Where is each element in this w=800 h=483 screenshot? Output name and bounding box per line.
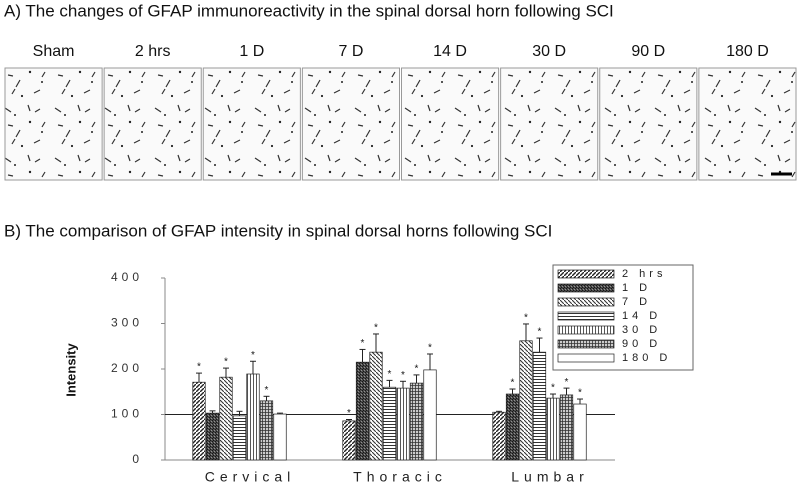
- micrograph: [599, 67, 698, 181]
- bar: [273, 413, 287, 461]
- legend-swatch: [557, 339, 615, 349]
- bar: [573, 403, 587, 461]
- bar: [246, 373, 260, 461]
- legend-label: 1 D: [622, 282, 651, 294]
- bar: [232, 415, 247, 461]
- image-label: 2 hrs: [135, 43, 171, 60]
- legend-label: 7 D: [622, 296, 651, 308]
- image-label: 180 D: [726, 43, 769, 60]
- significance-marker: *: [251, 350, 255, 361]
- bar: [396, 387, 410, 461]
- bar: [532, 351, 547, 461]
- image-label: 14 D: [433, 43, 467, 60]
- micrograph: [202, 67, 301, 181]
- micrograph-row: [4, 67, 797, 181]
- bar: [259, 400, 274, 461]
- significance-marker: *: [524, 313, 528, 324]
- legend-label: 14 D: [622, 310, 661, 322]
- bar: [342, 420, 356, 461]
- legend-swatch: [557, 311, 615, 321]
- bar: [205, 412, 220, 461]
- bar: [519, 340, 533, 461]
- significance-marker: *: [415, 364, 419, 375]
- bar: [559, 394, 574, 461]
- y-tick-label: 200: [111, 361, 143, 375]
- y-tick-label: 100: [111, 407, 143, 421]
- significance-marker: *: [578, 388, 582, 399]
- image-label: 7 D: [338, 43, 363, 60]
- significance-marker: *: [388, 369, 392, 380]
- x-tick-label: Cervical: [205, 469, 296, 483]
- bar: [192, 381, 206, 461]
- legend-label: 90 D: [622, 338, 661, 350]
- micrograph: [301, 67, 400, 181]
- legend-swatch: [557, 269, 615, 279]
- bar: [369, 351, 383, 461]
- bar: [409, 382, 424, 461]
- micrograph: [401, 67, 500, 181]
- y-tick-label: 400: [111, 270, 143, 284]
- significance-marker: *: [511, 378, 515, 389]
- significance-marker: *: [538, 327, 542, 338]
- x-tick-label: Lumbar: [511, 469, 588, 483]
- significance-marker: *: [401, 370, 405, 381]
- legend-swatch: [557, 353, 615, 363]
- micrograph: [4, 67, 103, 181]
- significance-marker: *: [551, 383, 555, 394]
- y-tick-label: 0: [132, 452, 143, 466]
- bar: [382, 386, 397, 461]
- bar: [546, 397, 560, 461]
- legend-swatch: [557, 283, 615, 293]
- significance-marker: *: [428, 343, 432, 354]
- bar: [219, 376, 233, 461]
- bar: [492, 411, 506, 461]
- micrograph: [698, 67, 797, 181]
- legend-label: 30 D: [622, 324, 661, 336]
- image-label: 30 D: [532, 43, 566, 60]
- micrograph: [103, 67, 202, 181]
- legend-label: 180 D: [622, 352, 671, 364]
- bar: [505, 393, 520, 461]
- image-label: 1 D: [239, 43, 264, 60]
- bar: [355, 361, 370, 461]
- micrograph: [500, 67, 599, 181]
- significance-marker: *: [265, 385, 269, 396]
- legend-swatch: [557, 297, 615, 307]
- y-axis-label: Intensity: [63, 343, 78, 397]
- image-label: 90 D: [631, 43, 665, 60]
- significance-marker: *: [565, 377, 569, 388]
- y-tick-label: 300: [111, 316, 143, 330]
- bar: [423, 369, 437, 461]
- panel-a-title: A) The changes of GFAP immunoreactivity …: [4, 1, 614, 20]
- significance-marker: *: [197, 362, 201, 373]
- chart-title: B) The comparison of GFAP intensity in s…: [4, 221, 552, 240]
- significance-marker: *: [347, 408, 351, 419]
- x-tick-label: Thoracic: [353, 469, 447, 483]
- significance-marker: *: [224, 357, 228, 368]
- legend-label: 2 hrs: [622, 268, 666, 280]
- significance-marker: *: [361, 338, 365, 349]
- image-label: Sham: [33, 43, 75, 60]
- legend-swatch: [557, 325, 615, 335]
- significance-marker: *: [374, 323, 378, 334]
